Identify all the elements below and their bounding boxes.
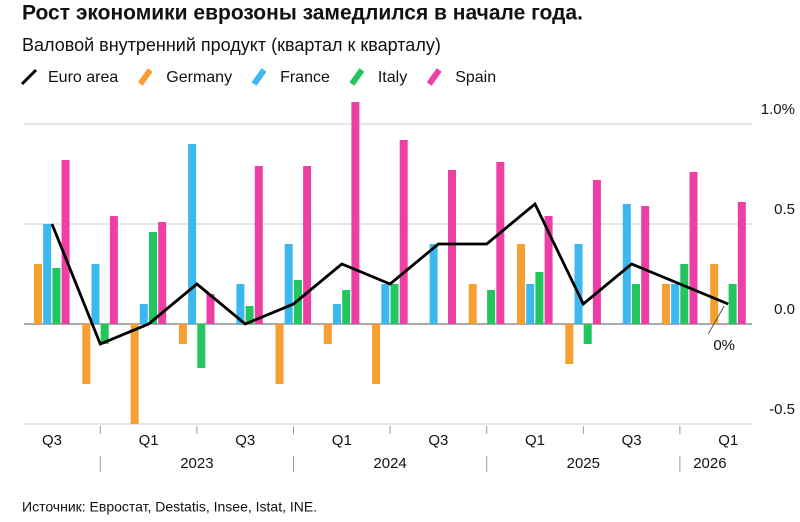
bar [487,290,496,324]
bar [574,244,583,324]
legend-label: France [280,69,330,86]
bar [130,324,139,424]
bar [245,306,254,324]
x-tick-label: Q1 [139,432,159,449]
bar [372,324,381,384]
bar [43,224,52,324]
x-tick-label: Q3 [235,432,255,449]
bar [517,244,525,324]
legend-swatch [349,68,365,86]
legend-swatch [137,68,153,86]
year-label: 2026 [693,455,726,472]
bar [206,294,215,324]
bar [592,180,601,324]
bar [188,144,197,324]
bar [197,324,206,368]
legend-label: Spain [455,69,496,86]
bar [680,264,689,324]
legend-label: Euro area [48,69,118,86]
y-tick-label: 1.0% [761,101,795,118]
year-label: 2024 [373,455,406,472]
bar [284,244,293,324]
bar [178,324,187,344]
x-tick-label: Q1 [332,432,352,449]
bar [728,284,737,324]
bar [109,216,118,324]
bar [82,324,91,384]
bar [399,140,408,324]
chart-title: Рост экономики еврозоны замедлился в нач… [22,2,583,25]
annotation: 0% [713,337,735,354]
x-tick-label: Q3 [42,432,62,449]
bar [641,206,650,324]
bar [333,304,341,324]
legend-swatch [251,68,267,86]
bar [236,284,245,324]
bar [61,160,70,324]
bar [275,324,284,384]
bar [689,172,698,324]
bar [622,204,631,324]
bar [737,202,746,324]
bar [429,244,438,324]
year-label: 2023 [180,455,213,472]
annotation-leader [707,305,725,335]
bar [342,290,351,324]
bar [390,284,399,324]
bar [52,268,61,324]
bar [139,304,148,324]
year-label: 2025 [567,455,600,472]
bar [671,284,680,324]
bar [661,284,670,324]
legend-swatch [20,68,38,86]
line [50,201,729,346]
bar [544,216,553,324]
bar [303,166,312,324]
x-tick-label: Q1 [718,432,738,449]
y-tick-label: 0.0 [774,301,795,318]
y-tick-label: 0.5 [774,201,795,218]
bar [535,272,544,324]
legend-label: Germany [166,69,232,86]
bar [565,324,574,364]
x-tick-label: Q3 [428,432,448,449]
legend-swatch [426,68,442,86]
bar [448,170,456,324]
bar [323,324,332,344]
bar [158,222,167,324]
x-tick-label: Q1 [525,432,545,449]
bar [526,284,535,324]
y-tick-label: -0.5 [769,401,795,418]
x-tick-label: Q3 [622,432,642,449]
bar [100,324,109,344]
bar [91,264,100,324]
bar [583,324,592,344]
bar [632,284,640,324]
source: Источник: Евростат, Destatis, Insee, Ist… [22,499,317,515]
bar [351,102,360,324]
bar [34,264,42,324]
bar [468,284,477,324]
bar [254,166,263,324]
legend-label: Italy [378,69,407,86]
bar [496,162,505,324]
chart-subtitle: Валовой внутренний продукт (квартал к кв… [22,35,441,55]
bar [710,264,719,324]
bar [381,284,390,324]
bar [149,232,157,324]
